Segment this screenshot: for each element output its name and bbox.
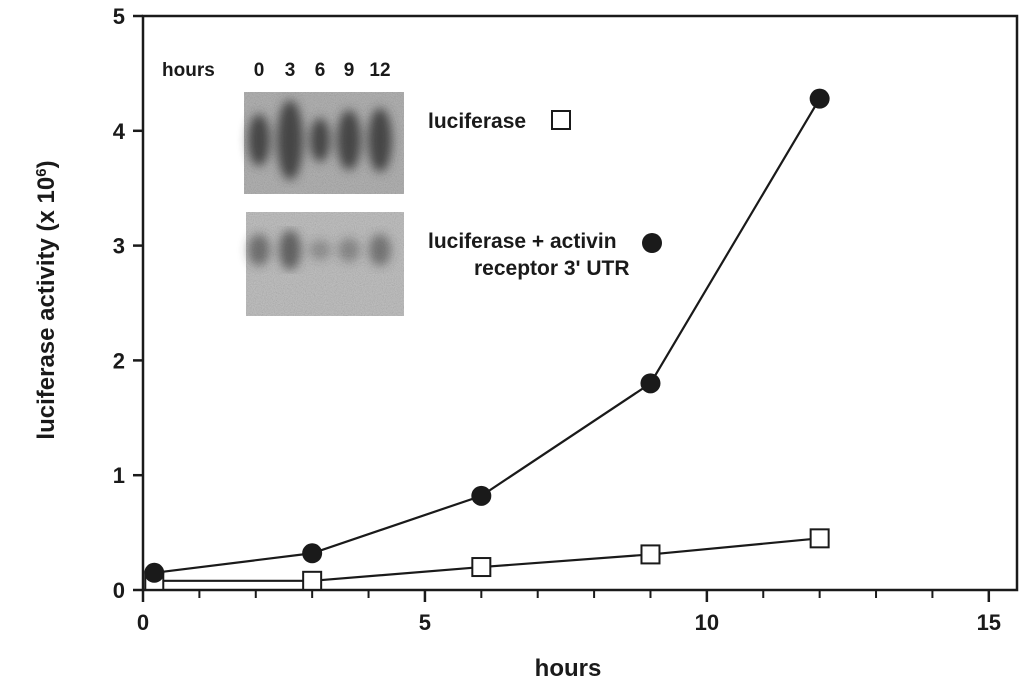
y-axis-title: luciferase activity (x 106)	[33, 160, 61, 439]
blot-lane-label: 12	[369, 60, 390, 81]
data-point-circle	[144, 562, 165, 583]
x-axis-title: hours	[535, 655, 602, 682]
data-point-square	[302, 570, 323, 591]
series-luciferase	[144, 528, 830, 591]
blot-band	[277, 100, 303, 180]
data-point-circle	[640, 373, 661, 394]
blot-panel-bottom	[246, 212, 404, 316]
plot-frame	[141, 14, 1019, 592]
legend-marker-filled-circle	[642, 233, 662, 253]
legend-label-activin-line1: luciferase + activin	[428, 230, 617, 253]
data-point-circle	[809, 88, 830, 109]
blot-band	[309, 240, 331, 260]
blot-lane-label: 9	[344, 60, 355, 81]
y-axis: 0 1 2 3 4 5	[113, 4, 143, 603]
blot-band	[248, 114, 270, 166]
x-tick-label: 0	[137, 610, 149, 635]
legend: luciferase luciferase + activin receptor…	[428, 110, 662, 280]
y-tick-label: 4	[113, 119, 126, 144]
blot-hours-label: hours	[162, 60, 215, 81]
blot-band	[279, 230, 301, 270]
y-tick-label: 2	[113, 348, 125, 373]
legend-marker-open-square	[551, 110, 571, 130]
y-axis-title-close: )	[33, 160, 60, 168]
data-point-circle	[302, 543, 323, 564]
legend-label-luciferase: luciferase	[428, 110, 526, 133]
blot-panel-top	[244, 92, 404, 194]
data-point-circle	[471, 485, 492, 506]
blot-lane-labels: 0 3 6 9 12	[254, 60, 391, 81]
blot-band	[248, 234, 270, 266]
blot-band	[368, 108, 392, 172]
y-tick-label: 5	[113, 4, 125, 29]
y-tick-label: 1	[113, 463, 125, 488]
y-tick-label: 3	[113, 234, 125, 259]
blot-bottom-bands	[248, 230, 391, 270]
x-tick-label: 5	[419, 610, 431, 635]
northern-blot-inset: hours 0 3 6 9 12	[162, 60, 404, 316]
series-activin-utr	[144, 88, 830, 583]
x-tick-label: 10	[695, 610, 719, 635]
blot-lane-label: 6	[315, 60, 326, 81]
blot-band	[310, 118, 330, 162]
blot-top-bands	[248, 100, 392, 180]
y-tick-label: 0	[113, 578, 125, 603]
legend-item-luciferase: luciferase	[428, 110, 571, 133]
plot-border	[141, 14, 1019, 592]
blot-band	[338, 238, 360, 262]
x-tick-label: 15	[977, 610, 1001, 635]
blot-band	[369, 234, 391, 266]
data-point-square	[640, 544, 661, 565]
blot-lane-label: 0	[254, 60, 265, 81]
blot-band	[337, 110, 361, 170]
x-axis: 0 5 10 15	[137, 590, 1001, 635]
data-point-square	[809, 528, 830, 549]
y-axis-title-exponent: 6	[33, 168, 50, 176]
series-layer	[144, 88, 830, 591]
data-point-square	[471, 557, 492, 578]
legend-label-activin-line2: receptor 3' UTR	[474, 257, 630, 280]
blot-lane-label: 3	[285, 60, 296, 81]
legend-item-activin: luciferase + activin receptor 3' UTR	[428, 230, 662, 280]
y-axis-title-main: luciferase activity (x 10	[33, 177, 60, 440]
